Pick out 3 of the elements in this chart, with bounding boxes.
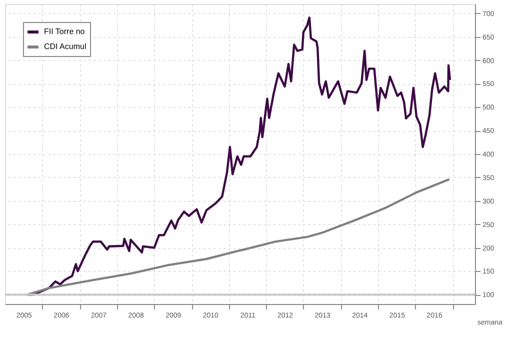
legend-label: FII Torre no xyxy=(44,27,86,36)
line-series xyxy=(26,178,450,296)
legend-label: CDI Acumul xyxy=(44,42,86,51)
